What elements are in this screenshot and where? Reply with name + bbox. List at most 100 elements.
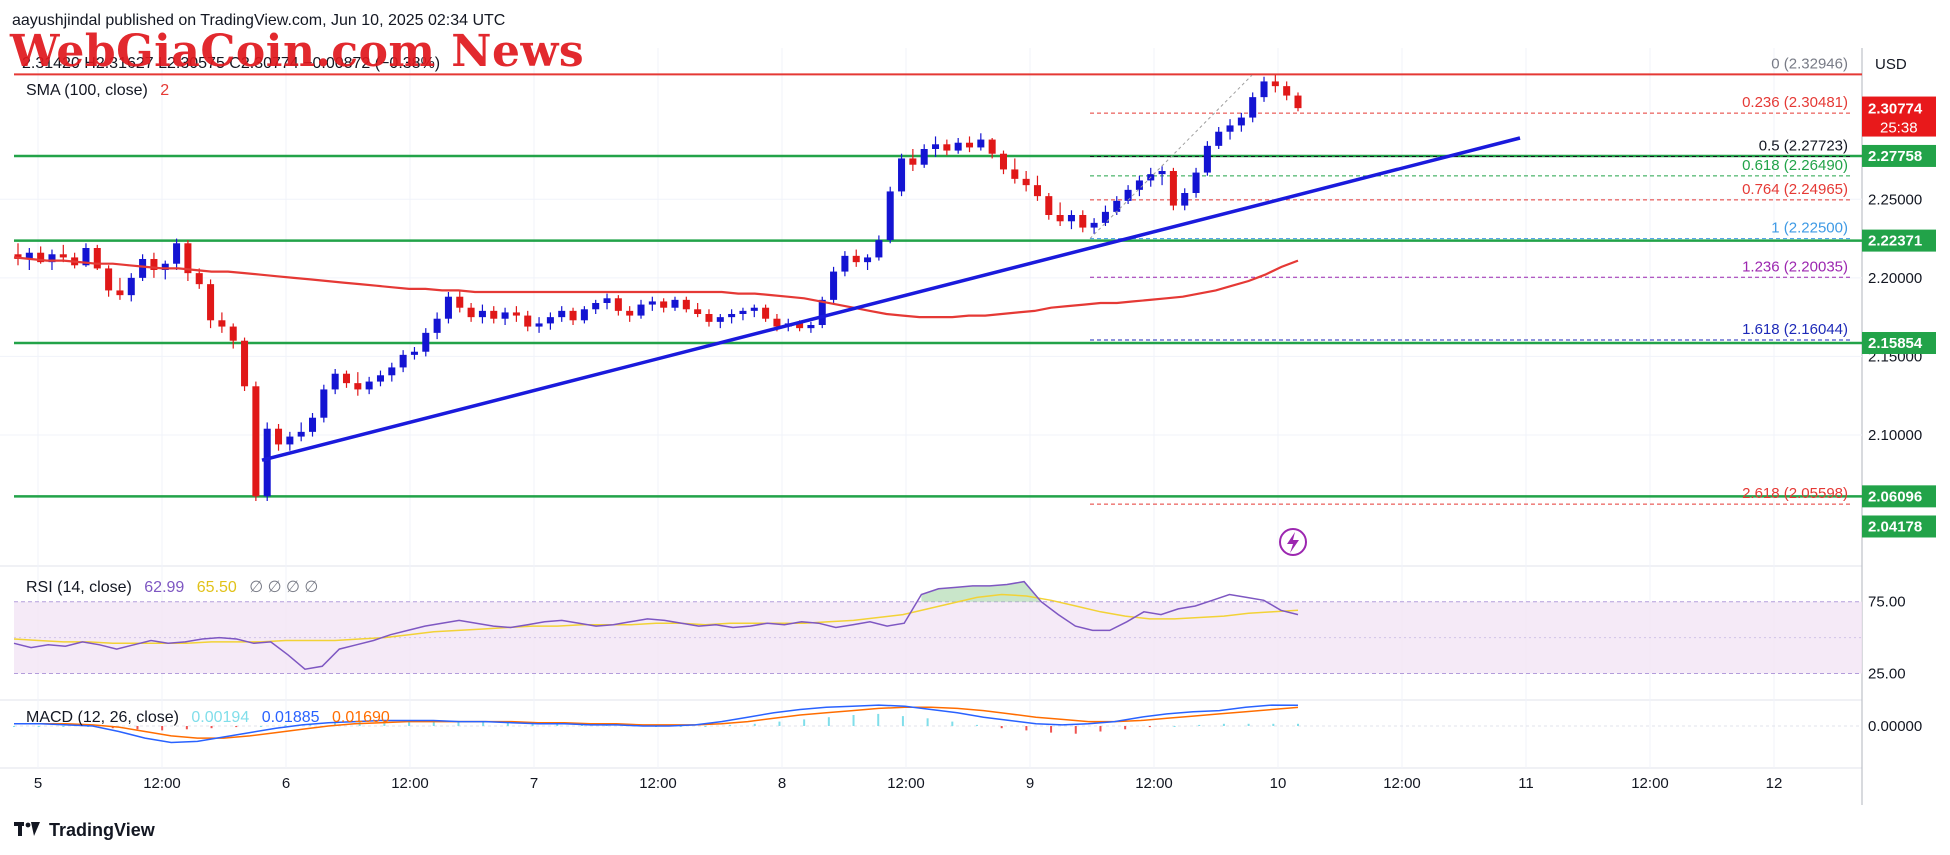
candle-body xyxy=(297,431,305,437)
candle-body xyxy=(1237,117,1245,126)
trendline xyxy=(261,136,1521,462)
candle-body xyxy=(14,254,22,259)
macd-histogram-bar xyxy=(408,720,411,726)
macd-histogram-bar xyxy=(951,721,954,726)
candle-body xyxy=(37,252,45,263)
x-tick-label: 12:00 xyxy=(639,775,677,792)
candle-body xyxy=(25,252,33,259)
candle-body xyxy=(1181,193,1189,206)
fib-level-label: 0.236 (2.30481) xyxy=(1742,94,1848,111)
candle-body xyxy=(331,373,339,390)
candle-body xyxy=(1101,211,1109,223)
macd-histogram-bar xyxy=(778,721,781,726)
macd-histogram-bar xyxy=(334,722,336,726)
macd-hist-value: 0.00194 xyxy=(191,709,250,726)
macd-line xyxy=(14,704,1299,744)
macd-tick-label: 0.00000 xyxy=(1868,718,1922,735)
x-tick-label: 12:00 xyxy=(391,775,429,792)
candle-body xyxy=(501,312,509,319)
candle-body xyxy=(977,139,985,148)
candle-body xyxy=(569,310,577,321)
rsi-ma-line xyxy=(13,593,1299,645)
candle-body xyxy=(637,304,645,316)
candle-body xyxy=(320,389,328,418)
candle-body xyxy=(1215,131,1223,146)
candle-body xyxy=(1079,215,1087,228)
candle-countdown: 25:38 xyxy=(1880,120,1918,137)
candle-body xyxy=(954,142,962,151)
candle-body xyxy=(286,436,294,445)
candle-body xyxy=(999,153,1007,170)
candle-body xyxy=(546,317,554,324)
macd-histogram-bar xyxy=(704,726,707,727)
fib-level-label: 1.618 (2.16044) xyxy=(1742,321,1848,338)
sma-value: 2 xyxy=(160,82,170,99)
macd-histogram-bar xyxy=(235,726,238,728)
macd-histogram-bar xyxy=(901,716,904,726)
candle-body xyxy=(671,299,679,308)
x-tick-label: 12:00 xyxy=(1383,775,1421,792)
candle-body xyxy=(1283,86,1291,96)
rsi-tick-label: 75.00 xyxy=(1868,594,1906,611)
candle-body xyxy=(875,240,883,258)
macd-histogram-bar xyxy=(1247,723,1250,726)
macd-histogram-bar xyxy=(1124,726,1127,730)
candle-body xyxy=(376,375,384,382)
price-axis-label-text: 2.30774 xyxy=(1868,101,1923,118)
candle-body xyxy=(275,428,283,445)
candle-body xyxy=(48,254,56,263)
candle-body xyxy=(807,325,815,329)
rsi-line xyxy=(13,580,1299,670)
candle-body xyxy=(161,263,169,270)
candle-body xyxy=(1226,125,1234,132)
fib-level-label: 0.764 (2.24965) xyxy=(1742,181,1848,198)
fib-level-label: 0 (2.32946) xyxy=(1771,55,1848,72)
macd-histogram-bar xyxy=(729,724,732,726)
candle-body xyxy=(1067,215,1075,222)
macd-histogram-bar xyxy=(852,715,855,726)
sma-legend[interactable]: SMA (100, close) 2 xyxy=(26,82,177,100)
candle-body xyxy=(1113,200,1121,212)
price-axis-label xyxy=(1862,144,1936,167)
fib-connector xyxy=(1089,74,1253,239)
macd-histogram-bar xyxy=(1050,726,1053,733)
candle-body xyxy=(728,314,736,318)
rsi-legend[interactable]: RSI (14, close) 62.99 65.50 ∅ ∅ ∅ ∅ xyxy=(26,577,326,597)
price-axis-label-text: 2.27758 xyxy=(1868,148,1922,165)
candle-body xyxy=(444,296,452,319)
macd-histogram-bar xyxy=(679,726,682,727)
macd-histogram-bar xyxy=(753,723,756,726)
candle-body xyxy=(105,268,113,291)
watermark-logo: WebGiaCoin.com News xyxy=(10,26,585,77)
candle-body xyxy=(195,273,203,285)
fib-level-label: 0.5 (2.27723) xyxy=(1759,137,1848,154)
price-axis-label xyxy=(1862,229,1936,252)
fib-level-label: 0.618 (2.26490) xyxy=(1742,157,1848,174)
candle-body xyxy=(218,320,226,327)
candle-body xyxy=(116,290,124,296)
rsi-ma-value: 65.50 xyxy=(196,579,237,596)
currency-selector[interactable]: USD xyxy=(1875,56,1907,73)
macd-histogram-bar xyxy=(284,724,287,726)
macd-histogram-bar xyxy=(1025,726,1028,731)
x-tick-label: 9 xyxy=(1026,775,1034,792)
macd-line-value: 0.01885 xyxy=(261,709,320,726)
macd-histogram-bar xyxy=(457,721,460,726)
x-tick-label: 5 xyxy=(34,775,42,792)
candle-body xyxy=(796,323,804,329)
y-tick-label: 2.10000 xyxy=(1868,427,1922,444)
candle-body xyxy=(139,259,147,278)
candle-body xyxy=(1260,81,1268,98)
candle-body xyxy=(478,310,486,318)
candle-body xyxy=(467,307,475,318)
candle-body xyxy=(864,257,872,263)
candle-body xyxy=(682,299,690,310)
macd-histogram-bar xyxy=(1272,723,1275,726)
sma-line xyxy=(13,256,1299,319)
candle-body xyxy=(988,139,996,154)
macd-histogram-bar xyxy=(803,719,806,726)
macd-legend[interactable]: MACD (12, 26, close) 0.00194 0.01885 0.0… xyxy=(26,709,398,727)
candle-body xyxy=(1158,171,1166,175)
macd-histogram-bar xyxy=(827,717,830,726)
